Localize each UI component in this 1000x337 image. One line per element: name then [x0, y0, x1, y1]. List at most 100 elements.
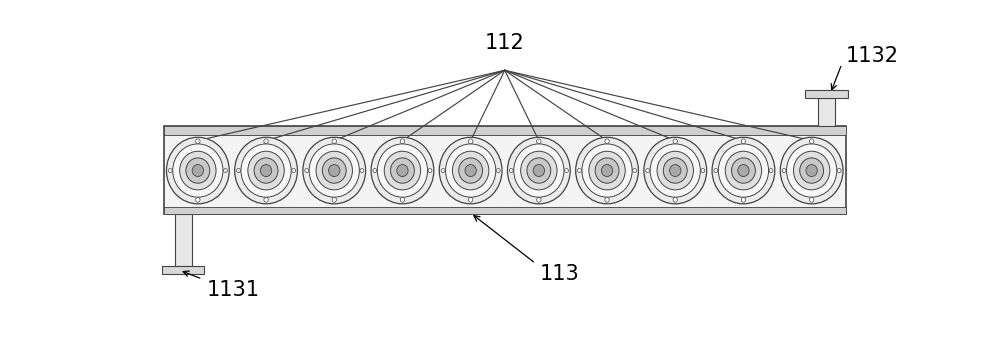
Ellipse shape	[166, 137, 229, 204]
Text: 113: 113	[540, 264, 579, 284]
Ellipse shape	[605, 139, 609, 144]
Ellipse shape	[496, 168, 500, 173]
Ellipse shape	[673, 197, 677, 202]
Ellipse shape	[670, 164, 681, 177]
Ellipse shape	[732, 158, 755, 183]
Ellipse shape	[507, 137, 570, 204]
Ellipse shape	[582, 144, 632, 197]
Ellipse shape	[196, 197, 200, 202]
Ellipse shape	[605, 197, 609, 202]
Ellipse shape	[780, 137, 843, 204]
Ellipse shape	[309, 144, 359, 197]
Ellipse shape	[806, 164, 817, 177]
Ellipse shape	[439, 137, 502, 204]
Ellipse shape	[527, 158, 551, 183]
Ellipse shape	[787, 144, 837, 197]
Ellipse shape	[248, 151, 284, 190]
Ellipse shape	[725, 151, 762, 190]
Ellipse shape	[465, 164, 476, 177]
Ellipse shape	[782, 168, 786, 173]
Ellipse shape	[578, 168, 581, 173]
Ellipse shape	[235, 137, 297, 204]
Ellipse shape	[663, 158, 687, 183]
Ellipse shape	[237, 168, 240, 173]
Ellipse shape	[303, 137, 366, 204]
Ellipse shape	[650, 144, 700, 197]
Ellipse shape	[468, 139, 473, 144]
Ellipse shape	[712, 137, 775, 204]
Ellipse shape	[332, 197, 336, 202]
Ellipse shape	[521, 151, 557, 190]
Bar	[164, 207, 846, 214]
Ellipse shape	[173, 144, 223, 197]
Ellipse shape	[800, 158, 824, 183]
Ellipse shape	[644, 137, 707, 204]
Bar	[164, 126, 846, 214]
Bar	[175, 214, 192, 266]
Ellipse shape	[260, 164, 272, 177]
Ellipse shape	[468, 197, 473, 202]
Ellipse shape	[168, 168, 172, 173]
Ellipse shape	[224, 168, 227, 173]
Ellipse shape	[601, 164, 613, 177]
Text: 1131: 1131	[206, 280, 259, 300]
Ellipse shape	[452, 151, 489, 190]
Ellipse shape	[186, 158, 210, 183]
Ellipse shape	[428, 168, 432, 173]
Bar	[818, 97, 835, 126]
Ellipse shape	[769, 168, 773, 173]
Ellipse shape	[377, 144, 428, 197]
Ellipse shape	[400, 139, 405, 144]
Ellipse shape	[322, 158, 346, 183]
Ellipse shape	[400, 197, 405, 202]
Text: 112: 112	[485, 33, 525, 53]
Ellipse shape	[329, 164, 340, 177]
Ellipse shape	[391, 158, 414, 183]
Ellipse shape	[576, 137, 638, 204]
Ellipse shape	[837, 168, 841, 173]
Ellipse shape	[646, 168, 650, 173]
Ellipse shape	[373, 168, 377, 173]
Bar	[162, 266, 204, 274]
Ellipse shape	[316, 151, 352, 190]
Ellipse shape	[332, 139, 336, 144]
Ellipse shape	[192, 164, 203, 177]
Ellipse shape	[738, 164, 749, 177]
Ellipse shape	[741, 197, 746, 202]
Ellipse shape	[384, 151, 421, 190]
Ellipse shape	[633, 168, 637, 173]
Ellipse shape	[241, 144, 291, 197]
Ellipse shape	[446, 144, 496, 197]
Ellipse shape	[537, 197, 541, 202]
Ellipse shape	[397, 164, 408, 177]
Ellipse shape	[514, 144, 564, 197]
Bar	[805, 90, 848, 97]
Ellipse shape	[565, 168, 568, 173]
Ellipse shape	[196, 139, 200, 144]
Ellipse shape	[589, 151, 625, 190]
Ellipse shape	[305, 168, 309, 173]
Ellipse shape	[441, 168, 445, 173]
Ellipse shape	[360, 168, 364, 173]
Ellipse shape	[509, 168, 513, 173]
Bar	[164, 126, 846, 135]
Ellipse shape	[701, 168, 705, 173]
Ellipse shape	[657, 151, 693, 190]
Ellipse shape	[809, 197, 814, 202]
Ellipse shape	[264, 139, 268, 144]
Ellipse shape	[595, 158, 619, 183]
Ellipse shape	[793, 151, 830, 190]
Ellipse shape	[371, 137, 434, 204]
Ellipse shape	[254, 158, 278, 183]
Ellipse shape	[537, 139, 541, 144]
Ellipse shape	[741, 139, 746, 144]
Ellipse shape	[264, 197, 268, 202]
Ellipse shape	[533, 164, 544, 177]
Ellipse shape	[809, 139, 814, 144]
Ellipse shape	[459, 158, 483, 183]
Ellipse shape	[673, 139, 677, 144]
Text: 1132: 1132	[846, 46, 899, 66]
Ellipse shape	[714, 168, 718, 173]
Ellipse shape	[292, 168, 296, 173]
Ellipse shape	[718, 144, 769, 197]
